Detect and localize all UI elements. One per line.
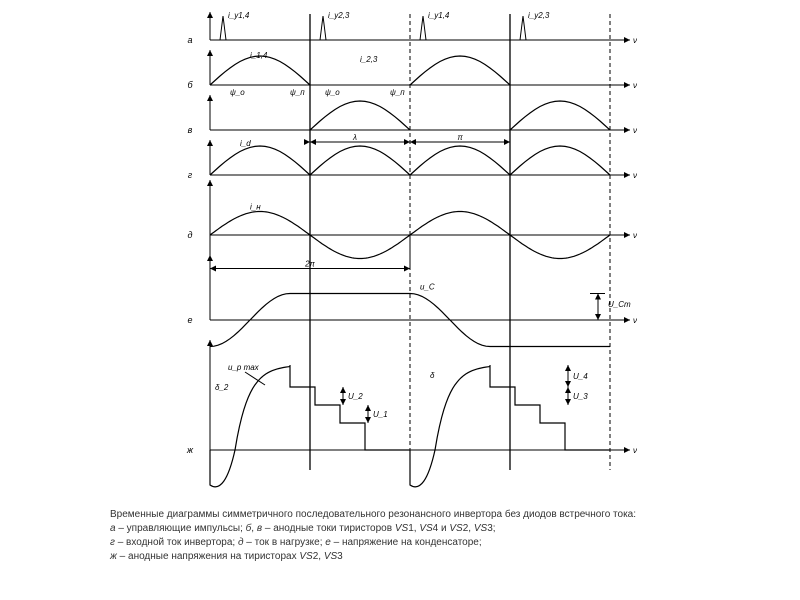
svg-text:u_p max: u_p max <box>228 363 260 372</box>
svg-text:ν: ν <box>633 126 637 135</box>
svg-text:ψ_п: ψ_п <box>390 88 405 97</box>
svg-text:U_Cm: U_Cm <box>608 300 631 309</box>
svg-text:ψ_п: ψ_п <box>290 88 305 97</box>
caption: Временные диаграммы симметричного послед… <box>10 508 790 564</box>
svg-text:ψ_о: ψ_о <box>325 88 340 97</box>
svg-text:2π: 2π <box>304 260 315 269</box>
timing-diagrams: а ν i_y1,4 i_y2,3 i_y1,4 i_y2,3 б ν i_1,4 ψ_о ψ_п ψ… <box>160 10 660 500</box>
svg-text:д: д <box>188 230 193 240</box>
svg-text:i_y2,3: i_y2,3 <box>328 11 350 20</box>
caption-line2: а – управляющие импульсы; б, в – анодные… <box>110 522 790 536</box>
svg-text:а: а <box>187 35 192 45</box>
svg-text:i_н: i_н <box>250 203 261 212</box>
svg-text:i_y1,4: i_y1,4 <box>428 11 450 20</box>
svg-text:U_3: U_3 <box>573 392 588 401</box>
caption-line1: Временные диаграммы симметричного послед… <box>110 508 790 522</box>
svg-text:ν: ν <box>633 36 637 45</box>
svg-text:π: π <box>457 133 463 142</box>
svg-text:δ: δ <box>430 371 435 380</box>
svg-text:U_1: U_1 <box>373 410 388 419</box>
svg-text:ν: ν <box>633 316 637 325</box>
svg-text:i_d: i_d <box>240 139 251 148</box>
svg-text:в: в <box>188 125 193 135</box>
svg-text:ν: ν <box>633 231 637 240</box>
svg-text:i_y2,3: i_y2,3 <box>528 11 550 20</box>
svg-text:ν: ν <box>633 446 637 455</box>
svg-text:U_4: U_4 <box>573 372 588 381</box>
svg-text:u_C: u_C <box>420 283 435 292</box>
svg-text:б: б <box>187 80 193 90</box>
svg-text:ν: ν <box>633 81 637 90</box>
svg-text:ж: ж <box>186 445 194 455</box>
diagram-svg: а ν i_y1,4 i_y2,3 i_y1,4 i_y2,3 б ν i_1,4 ψ_о ψ_п ψ… <box>160 10 660 500</box>
svg-text:ν: ν <box>633 171 637 180</box>
svg-text:U_2: U_2 <box>348 392 363 401</box>
caption-line3: г – входной ток инвертора; д – ток в наг… <box>110 536 790 550</box>
svg-text:е: е <box>187 315 192 325</box>
svg-text:г: г <box>188 170 193 180</box>
svg-text:i_y1,4: i_y1,4 <box>228 11 250 20</box>
svg-text:i_1,4: i_1,4 <box>250 51 268 60</box>
svg-text:ψ_о: ψ_о <box>230 88 245 97</box>
svg-text:i_2,3: i_2,3 <box>360 55 378 64</box>
svg-text:δ_2: δ_2 <box>215 383 229 392</box>
svg-text:λ: λ <box>352 133 357 142</box>
caption-line4: ж – анодные напряжения на тиристорах VS2… <box>110 550 790 564</box>
